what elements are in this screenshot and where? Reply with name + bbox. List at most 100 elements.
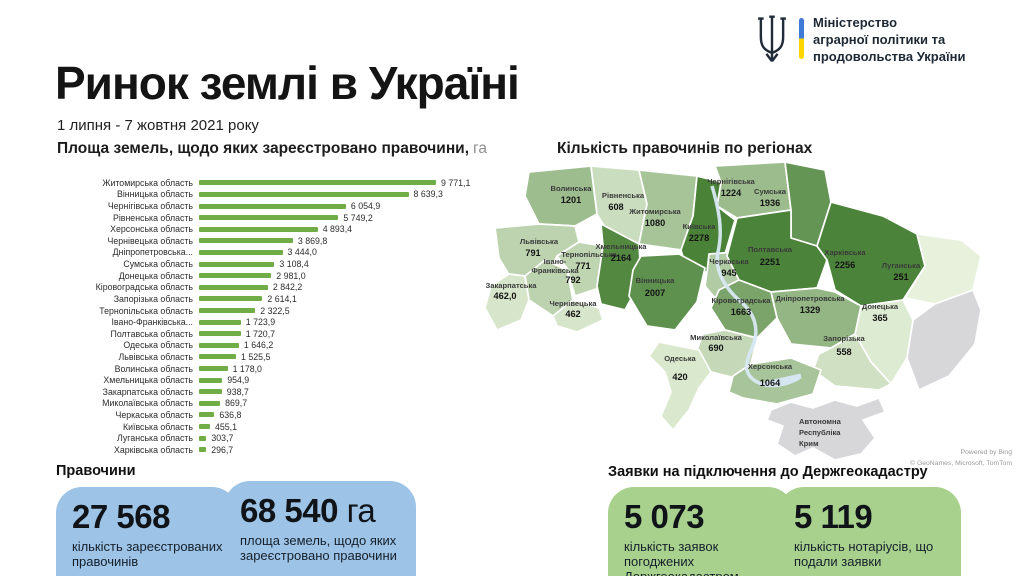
ministry-line: аграрної політики та [813,31,946,47]
bar[interactable] [199,447,207,453]
deals-area-value: 68 540 [240,492,338,529]
bar-value-label: 2 981,0 [276,270,306,281]
map-region-name: Волинська [551,184,593,193]
map-region-value: 558 [836,347,851,357]
approved-desc: кількість заявок погоджених Держгеокадас… [624,539,739,576]
map-title: Кількість правочинів по регіонах [557,140,813,157]
bar[interactable] [199,319,241,325]
bar-value-label: 1 178,0 [232,363,262,374]
bar[interactable] [199,215,339,221]
ministry-line: Міністерство [813,15,898,30]
bar-value-label: 1 646,2 [243,340,274,351]
bar[interactable] [199,377,223,383]
deals-area-number: 68 540 га [240,492,402,530]
card-deals-count: 27 568 кількість зареєстрованих правочин… [56,487,238,576]
map-labels: Волинська 1201 Рівненська 608 Житомирська 108… [486,177,921,448]
page-title: Ринок землі в Україні [55,57,520,109]
bar[interactable] [199,226,318,232]
bar-value-label: 1 525,5 [241,351,271,362]
bar[interactable] [199,412,215,418]
bar-value-label: 3 869,8 [297,235,328,246]
bar-row: Рівненська область 5 749,2 [57,212,459,224]
bar-row: Тернопільська область 2 322,5 [57,305,459,317]
bar-value-label: 938,7 [226,386,249,397]
bar[interactable] [199,238,293,244]
bar[interactable] [199,273,272,279]
bar-category-label: Київська область [123,421,193,432]
crimea-label: Автономна [799,417,842,426]
bar[interactable] [199,400,221,406]
bar-chart-title: Площа земель, щодо яких зареєстровано пр… [57,140,487,158]
map-region-crimea[interactable] [766,397,886,461]
bar[interactable] [199,424,210,430]
deals-count-desc: кількість зареєстрованих правочинів [72,539,223,570]
bar-row: Львівська область 1 525,5 [57,351,459,363]
card-deals-area: 68 540 га площа земель, щодо яких зареєс… [224,481,416,576]
bar[interactable] [199,284,268,290]
ministry-name: Міністерство аграрної політики та продов… [813,15,965,66]
bar-row: Сумська область 3 108,4 [57,258,459,270]
section-label-deals: Правочини [56,463,136,479]
bar[interactable] [199,435,207,441]
bar-category-label: Сумська область [123,259,193,270]
bar[interactable] [199,180,436,186]
bar[interactable] [199,249,283,255]
bar-value-label: 4 893,4 [322,224,353,235]
map-region-zaporizhzhia[interactable] [812,333,892,391]
bar[interactable] [199,308,256,313]
bar[interactable] [199,331,241,337]
bar-category-label: Івано-Франківська... [111,317,193,328]
bar[interactable] [199,354,236,360]
crimea-label: Крим [799,439,819,448]
card-notaries: 5 119 кількість нотаріусів, що подали за… [778,487,961,576]
bar[interactable] [199,342,239,348]
bar-value-label: 869,7 [225,398,248,409]
map-region-name: Луганська [882,261,921,270]
map-region-zakarpattia[interactable] [484,273,530,331]
map-region-odesa[interactable] [648,341,712,431]
bar-row: Черкаська область 636,8 [57,409,459,421]
bar-chart-title-text: Площа земель, щодо яких зареєстровано пр… [57,140,470,157]
card-applications-approved: 5 073 кількість заявок погоджених Держге… [608,487,794,576]
map-region-name: Закарпатська [486,281,538,290]
bar[interactable] [199,261,275,267]
map-region-chernivtsi[interactable] [552,299,604,333]
map-region-name: Донецька [862,302,899,311]
bar[interactable] [199,203,346,209]
bar-category-label: Харківська область [114,444,193,455]
bar-value-label: 296,7 [211,444,234,455]
map-region-vinnytsia[interactable] [628,253,706,331]
bar-row: Харківська область 296,7 [57,444,459,456]
map-region-poltava[interactable] [726,209,828,293]
bar[interactable] [199,191,409,197]
bar-row: Чернівецька область 3 869,8 [57,235,459,247]
bar-value-label: 2 614,1 [267,293,297,304]
map-region-mykolaiv[interactable] [696,329,758,379]
bar[interactable] [199,296,263,302]
ministry-line: продовольства України [813,48,966,64]
bar-value-label: 3 444,0 [287,247,317,258]
notaries-number: 5 119 [794,498,873,535]
bar-value-label: 954,9 [227,375,250,386]
bar[interactable] [199,389,222,395]
bar-row: Полтавська область 1 720,7 [57,328,459,340]
bar-category-label: Запорізька область [113,293,193,304]
section-label-applications: Заявки на підключення до Держгеокадастру [608,464,928,480]
map-region-value: 1663 [731,307,751,317]
map-region-name: Кіровоградська [712,296,772,305]
map-region-non-government-area[interactable] [906,289,982,391]
bar-row: Луганська область 303,7 [57,432,459,444]
map-region-name: Харківська [824,248,866,257]
map-attribution: Powered by Bing © GeoNames, Microsoft, T… [910,448,1012,469]
map-region-name: Тернопільська [561,250,617,259]
approved-number: 5 073 [624,498,705,535]
ukraine-map: Волинська 1201 Рівненська 608 Житомирська 108… [484,161,982,461]
map-region-name: Львівська [520,237,559,246]
bar-row: Чернігівська область 6 054,9 [57,200,459,212]
map-region-name: Рівненська [602,191,645,200]
bar[interactable] [199,366,228,372]
map-region-value: 420 [672,372,687,382]
map-region-value: 690 [708,343,723,353]
map-region-name: Франківська [531,266,579,275]
